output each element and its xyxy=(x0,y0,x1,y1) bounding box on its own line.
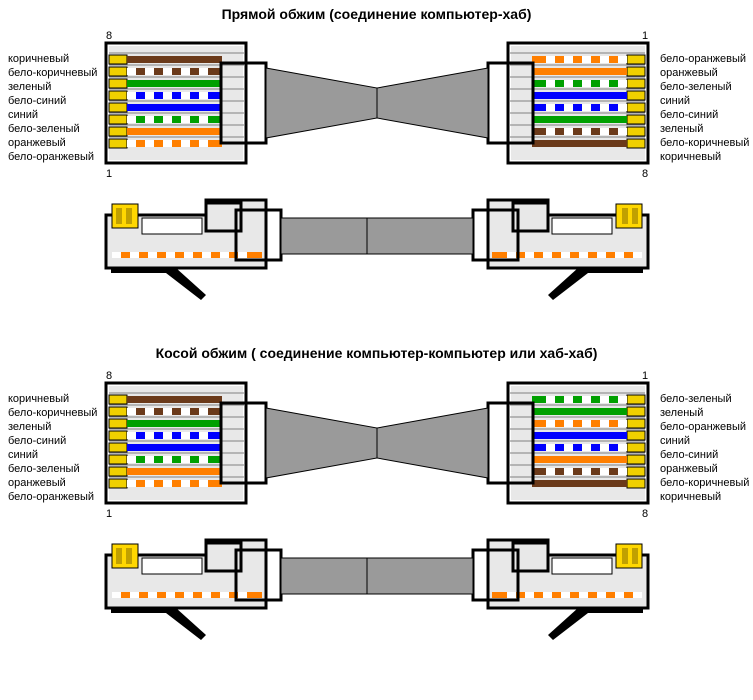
label: бело-оранжевый xyxy=(8,490,97,504)
crossover-top-view xyxy=(96,368,658,528)
right-wire-labels-2: бело-зеленый зеленый бело-оранжевый сини… xyxy=(660,392,749,504)
pin-number: 8 xyxy=(642,168,648,180)
label: синий xyxy=(660,434,749,448)
label: зеленый xyxy=(660,406,749,420)
pin-number: 1 xyxy=(642,30,648,42)
right-wire-labels-1: бело-оранжевый оранжевый бело-зеленый си… xyxy=(660,52,749,164)
crossover-side-view xyxy=(96,535,658,655)
label: бело-синий xyxy=(8,94,97,108)
label: бело-коричневый xyxy=(8,66,97,80)
label: синий xyxy=(8,108,97,122)
label: зеленый xyxy=(8,80,97,94)
label: бело-синий xyxy=(660,448,749,462)
label: коричневый xyxy=(8,52,97,66)
left-wire-labels-1: коричневый бело-коричневый зеленый бело-… xyxy=(8,52,97,164)
pin-number: 8 xyxy=(106,30,112,42)
label: бело-коричневый xyxy=(660,476,749,490)
label: коричневый xyxy=(8,392,97,406)
straight-crimp-section: Прямой обжим (соединение компьютер-хаб) xyxy=(0,6,753,22)
section-title: Прямой обжим (соединение компьютер-хаб) xyxy=(0,6,753,22)
label: бело-зеленый xyxy=(8,122,97,136)
label: оранжевый xyxy=(8,476,97,490)
straight-top-view xyxy=(96,28,658,188)
pin-number: 1 xyxy=(106,508,112,520)
label: бело-коричневый xyxy=(660,136,749,150)
label: бело-коричневый xyxy=(8,406,97,420)
label: бело-зеленый xyxy=(8,462,97,476)
pin-number: 1 xyxy=(642,370,648,382)
label: бело-зеленый xyxy=(660,392,749,406)
label: коричневый xyxy=(660,150,749,164)
label: зеленый xyxy=(660,122,749,136)
label: бело-синий xyxy=(660,108,749,122)
pin-number: 8 xyxy=(106,370,112,382)
pin-number: 1 xyxy=(106,168,112,180)
label: синий xyxy=(660,94,749,108)
left-wire-labels-2: коричневый бело-коричневый зеленый бело-… xyxy=(8,392,97,504)
label: коричневый xyxy=(660,490,749,504)
label: бело-оранжевый xyxy=(8,150,97,164)
pin-number: 8 xyxy=(642,508,648,520)
section-title: Косой обжим ( соединение компьютер-компь… xyxy=(0,345,753,361)
label: оранжевый xyxy=(8,136,97,150)
label: бело-оранжевый xyxy=(660,420,749,434)
crossover-crimp-section: Косой обжим ( соединение компьютер-компь… xyxy=(0,345,753,361)
label: бело-зеленый xyxy=(660,80,749,94)
label: синий xyxy=(8,448,97,462)
label: оранжевый xyxy=(660,462,749,476)
label: оранжевый xyxy=(660,66,749,80)
straight-side-view xyxy=(96,195,658,315)
label: зеленый xyxy=(8,420,97,434)
label: бело-оранжевый xyxy=(660,52,749,66)
label: бело-синий xyxy=(8,434,97,448)
